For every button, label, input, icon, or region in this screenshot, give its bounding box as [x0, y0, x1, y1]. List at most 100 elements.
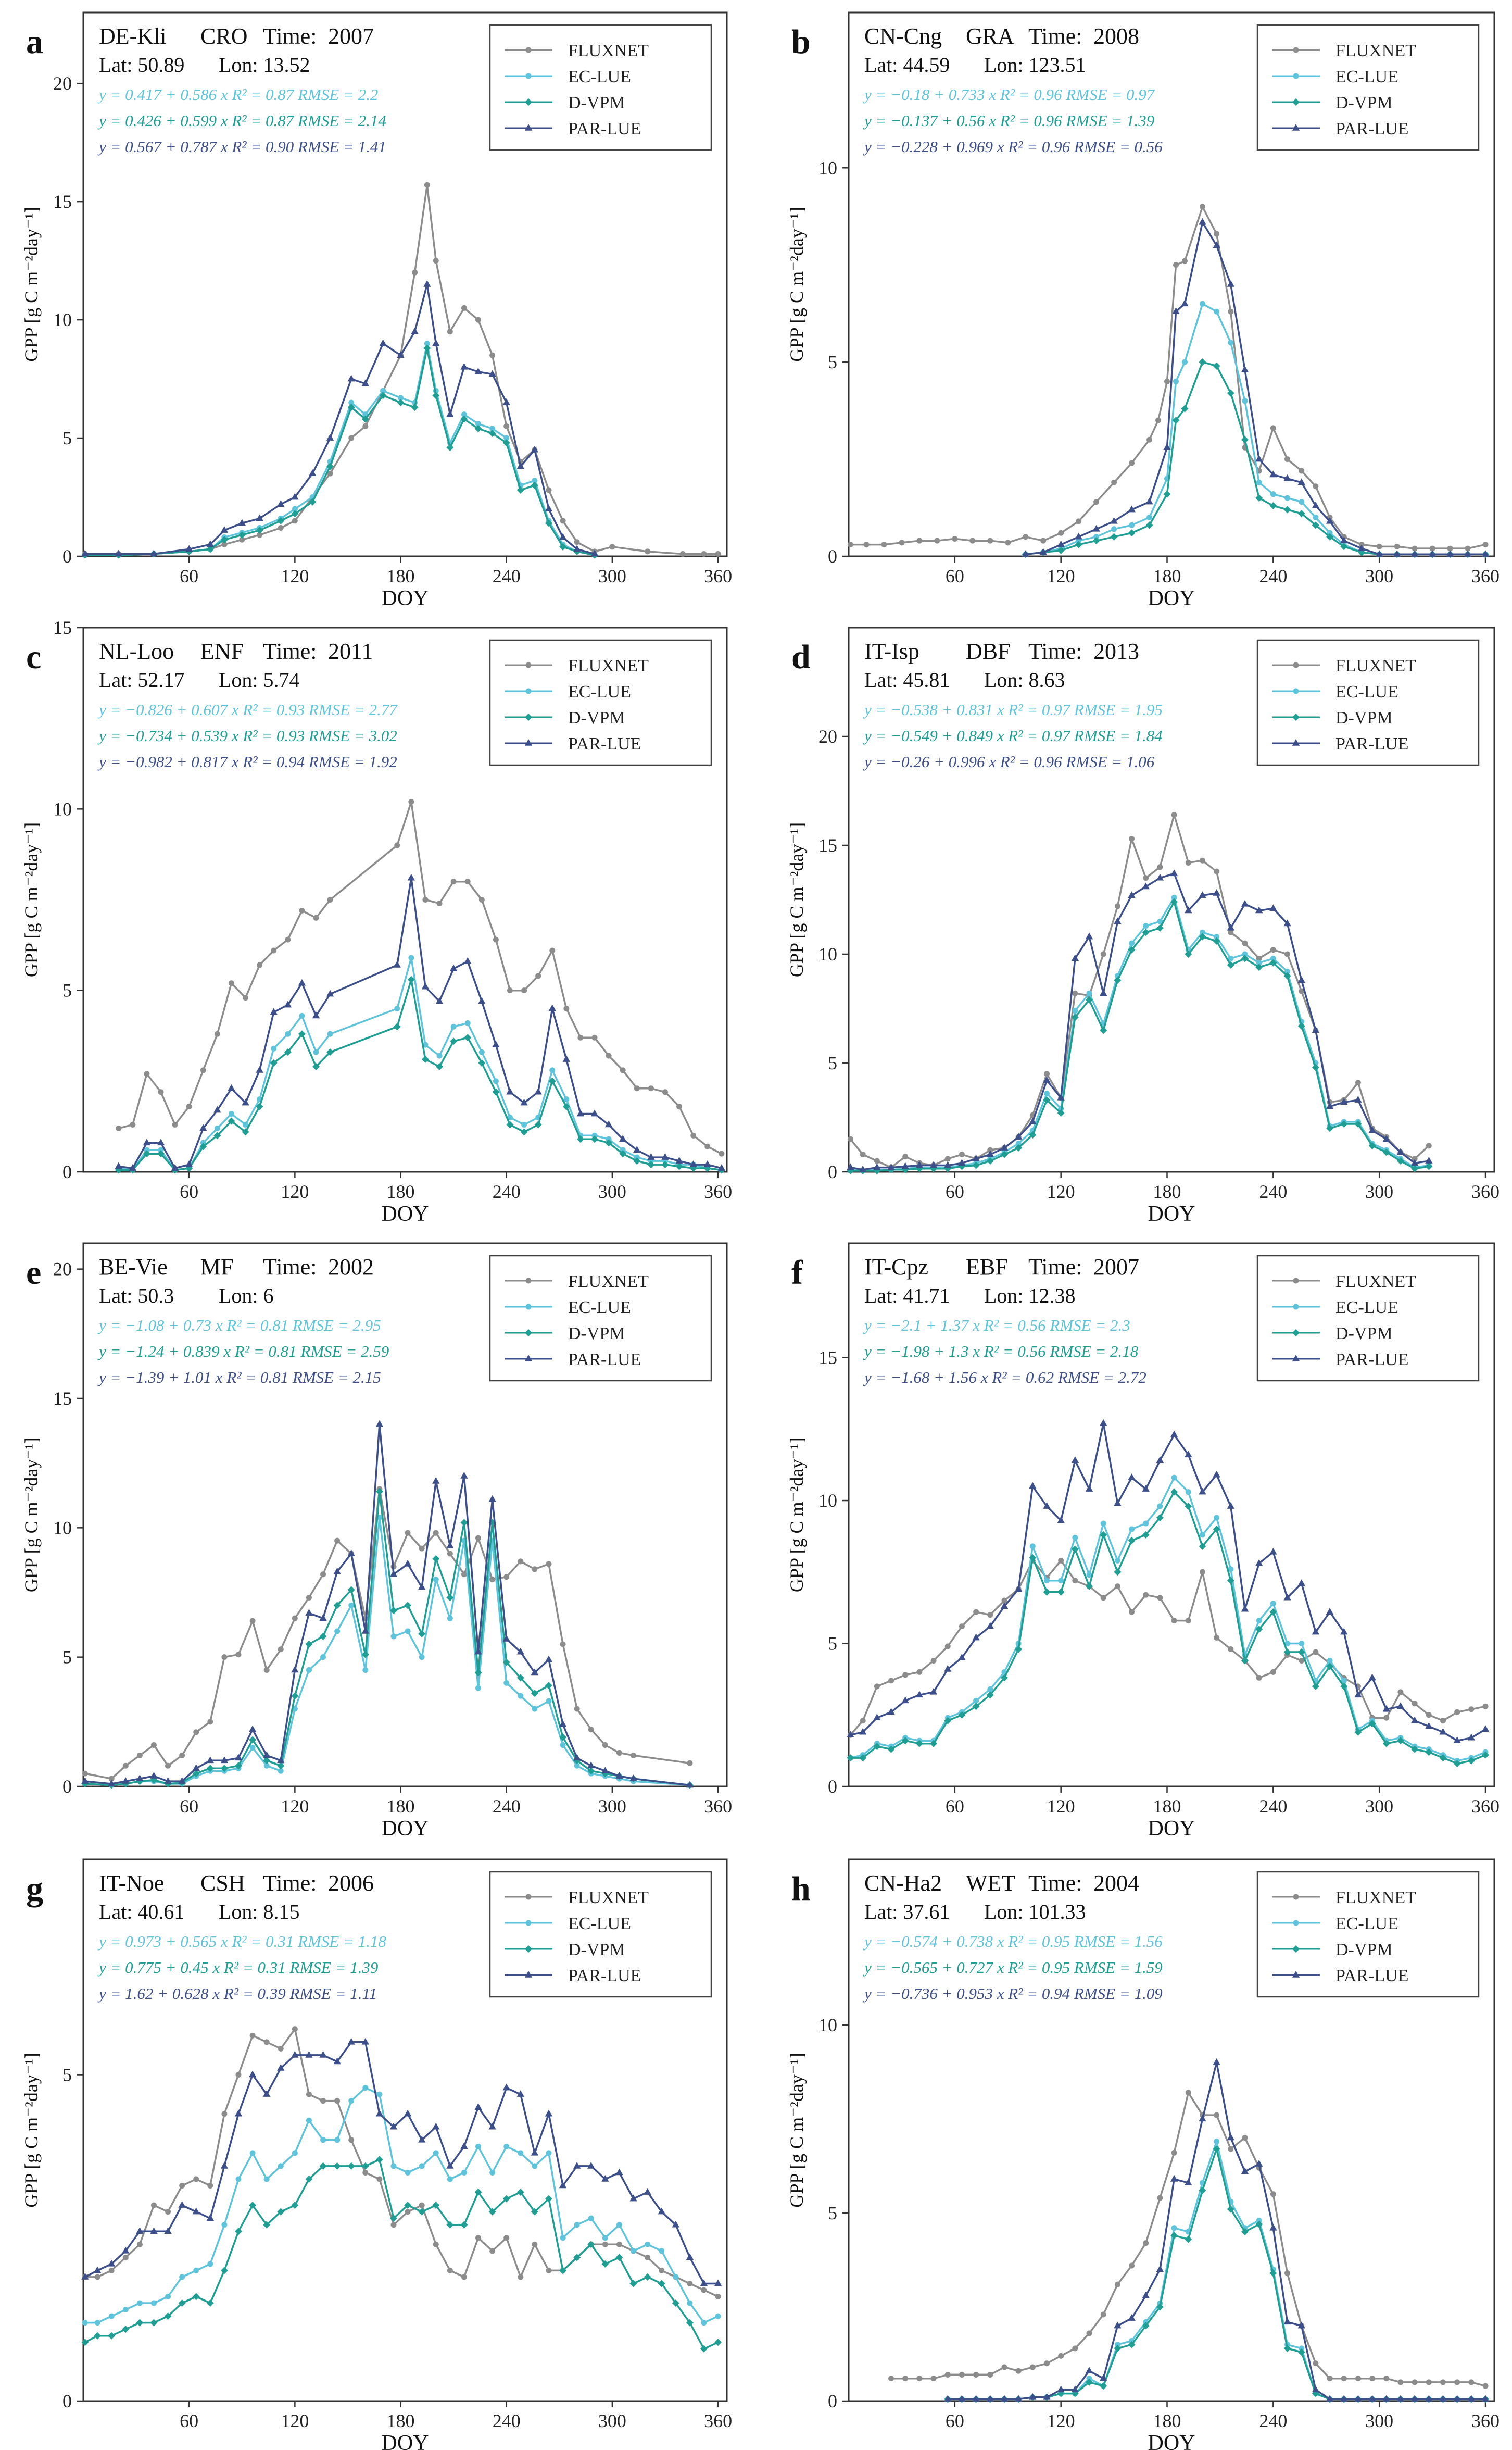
data-point	[136, 1752, 143, 1758]
data-point	[262, 2090, 271, 2097]
legend-marker-d-vpm	[525, 98, 532, 106]
panel-letter: c	[26, 638, 41, 676]
data-point	[1155, 417, 1162, 423]
data-point	[419, 2163, 425, 2169]
data-point	[701, 2320, 707, 2326]
data-point	[185, 545, 193, 552]
data-point	[1156, 873, 1164, 881]
data-point	[1396, 1737, 1404, 1745]
time-label: Time:	[263, 639, 317, 664]
data-point	[305, 2175, 313, 2183]
data-point	[221, 1654, 228, 1660]
data-point	[107, 1780, 116, 1786]
data-point	[213, 1106, 221, 1113]
data-point	[450, 1023, 457, 1030]
legend-label-par-lue: PAR-LUE	[568, 734, 641, 754]
x-tick-label: 240	[1259, 1796, 1287, 1817]
data-point	[1326, 1124, 1334, 1132]
x-axis-label: DOY	[382, 1202, 429, 1226]
data-point	[1393, 550, 1401, 557]
data-point	[1199, 891, 1206, 898]
y-tick-label: 5	[828, 2203, 837, 2223]
data-point	[242, 1128, 249, 1136]
data-point	[432, 2202, 440, 2209]
x-axis-label: DOY	[382, 2431, 429, 2450]
data-point	[520, 1128, 528, 1136]
data-point	[1029, 1117, 1037, 1124]
data-point	[488, 370, 496, 377]
data-point	[659, 2267, 665, 2273]
data-point	[1340, 1682, 1348, 1690]
data-point	[506, 1088, 514, 1095]
data-point	[534, 1088, 542, 1095]
data-point	[672, 2220, 679, 2228]
data-point	[334, 1628, 341, 1634]
data-point	[1157, 918, 1163, 924]
series-line-fluxnet	[850, 1559, 1486, 1736]
y-tick-label: 0	[62, 1776, 72, 1797]
data-point	[1143, 923, 1149, 929]
lon-label: Lon: 8.63	[984, 668, 1065, 692]
data-point	[492, 1088, 500, 1096]
lat-label: Lat: 50.3	[99, 1284, 174, 1307]
data-point	[206, 1765, 214, 1772]
data-point	[263, 2221, 271, 2229]
data-point	[1214, 1635, 1220, 1641]
data-point	[661, 1153, 669, 1160]
data-point	[220, 1765, 228, 1772]
series-fluxnet	[82, 182, 721, 557]
data-point	[944, 2371, 951, 2378]
legend-label-ec-lue: EC-LUE	[568, 1298, 631, 1317]
y-tick-label: 5	[828, 1633, 837, 1654]
data-point	[986, 1622, 994, 1629]
data-point	[1128, 946, 1136, 954]
x-tick-label: 120	[1047, 1181, 1075, 1202]
legend-marker-par-lue	[1292, 124, 1300, 131]
data-point	[432, 1477, 440, 1484]
data-point	[1199, 301, 1205, 307]
x-tick-label: 360	[704, 1796, 732, 1817]
data-point	[958, 1159, 966, 1166]
data-point	[1172, 307, 1180, 314]
data-point	[447, 2176, 453, 2182]
lat-label: Lat: 45.81	[864, 668, 950, 692]
data-point	[271, 1045, 277, 1052]
data-point	[531, 2208, 538, 2216]
data-point	[1163, 490, 1171, 498]
data-point	[1368, 1673, 1376, 1681]
data-point	[518, 1558, 524, 1565]
data-point	[1029, 2393, 1037, 2400]
data-point	[108, 2267, 115, 2273]
time-label: Time:	[1028, 1254, 1082, 1280]
data-point	[1029, 1482, 1037, 1489]
data-point	[306, 1594, 312, 1601]
data-point	[1270, 425, 1276, 431]
data-point	[1382, 2395, 1390, 2402]
data-point	[545, 2109, 553, 2117]
data-point	[1453, 2395, 1461, 2402]
data-point	[136, 2227, 144, 2234]
data-point	[986, 2395, 994, 2402]
data-point	[503, 423, 510, 429]
data-point	[1227, 389, 1234, 397]
series-line-ec-lue	[118, 957, 722, 1171]
stats-par-lue: y = −1.68 + 1.56 x R² = 0.62 RMSE = 2.72	[863, 1368, 1146, 1386]
data-point	[136, 2300, 143, 2306]
data-point	[587, 2161, 595, 2169]
lat-label: Lat: 37.61	[864, 1900, 950, 1923]
data-point	[122, 2246, 130, 2254]
data-point	[1114, 977, 1122, 984]
data-point	[380, 388, 386, 394]
data-point	[873, 1714, 881, 1721]
data-point	[192, 2207, 200, 2215]
data-point	[1156, 2303, 1164, 2311]
data-point	[1382, 1148, 1390, 1156]
data-point	[602, 2241, 608, 2247]
data-point	[549, 947, 556, 954]
data-point	[447, 1615, 453, 1621]
y-tick-label: 20	[53, 73, 72, 94]
data-point	[1040, 538, 1047, 544]
data-point	[503, 435, 510, 441]
data-point	[1354, 1120, 1362, 1128]
pft-label: ENF	[200, 639, 244, 664]
